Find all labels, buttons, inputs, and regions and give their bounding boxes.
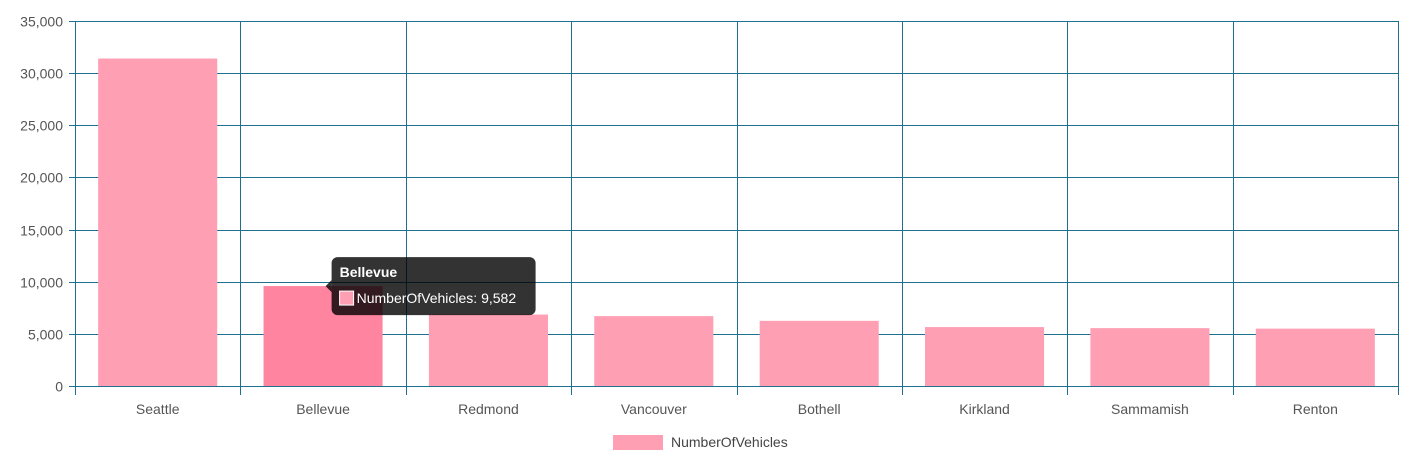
bars — [98, 58, 1375, 387]
tooltip-box — [331, 257, 536, 316]
x-tick-label: Renton — [1293, 401, 1338, 417]
y-tick-label: 10,000 — [20, 275, 63, 291]
x-tick-label: Sammamish — [1111, 401, 1189, 417]
tooltip-caret — [325, 280, 332, 293]
x-tick-label: Bothell — [798, 401, 841, 417]
tooltip: Bellevue NumberOfVehicles: 9,582 — [325, 257, 536, 316]
bar-redmond[interactable] — [428, 314, 548, 386]
tooltip-value-label: NumberOfVehicles: 9,582 — [357, 290, 517, 306]
x-tick-label: Bellevue — [296, 401, 350, 417]
bar-sammamish[interactable] — [1090, 328, 1210, 386]
axes: 35,000 30,000 25,000 20,000 15,000 10,000 5,00… — [20, 14, 1398, 417]
x-tick-label: Kirkland — [959, 401, 1010, 417]
bar-seattle[interactable] — [98, 58, 218, 387]
legend-swatch[interactable] — [613, 435, 663, 450]
y-tick-label: 20,000 — [20, 170, 63, 186]
x-tick-label: Seattle — [136, 401, 180, 417]
bar-renton[interactable] — [1255, 328, 1375, 386]
bar-kirkland[interactable] — [925, 327, 1045, 386]
y-tick-label: 35,000 — [20, 14, 63, 30]
y-tick-label: 25,000 — [20, 118, 63, 134]
tooltip-title: Bellevue — [340, 264, 398, 280]
tooltip-color-swatch — [339, 290, 355, 306]
y-tick-label: 0 — [55, 379, 63, 395]
y-tick-label: 30,000 — [20, 66, 63, 82]
y-tick-label: 5,000 — [28, 327, 63, 343]
x-tick-label: Vancouver — [621, 401, 687, 417]
legend[interactable]: NumberOfVehicles — [613, 434, 788, 450]
x-tick-label: Redmond — [458, 401, 519, 417]
legend-label[interactable]: NumberOfVehicles — [671, 434, 788, 450]
bar-vancouver[interactable] — [594, 316, 714, 386]
bar-bothell[interactable] — [759, 320, 879, 386]
grid-lines — [69, 21, 1399, 395]
y-tick-label: 15,000 — [20, 223, 63, 239]
